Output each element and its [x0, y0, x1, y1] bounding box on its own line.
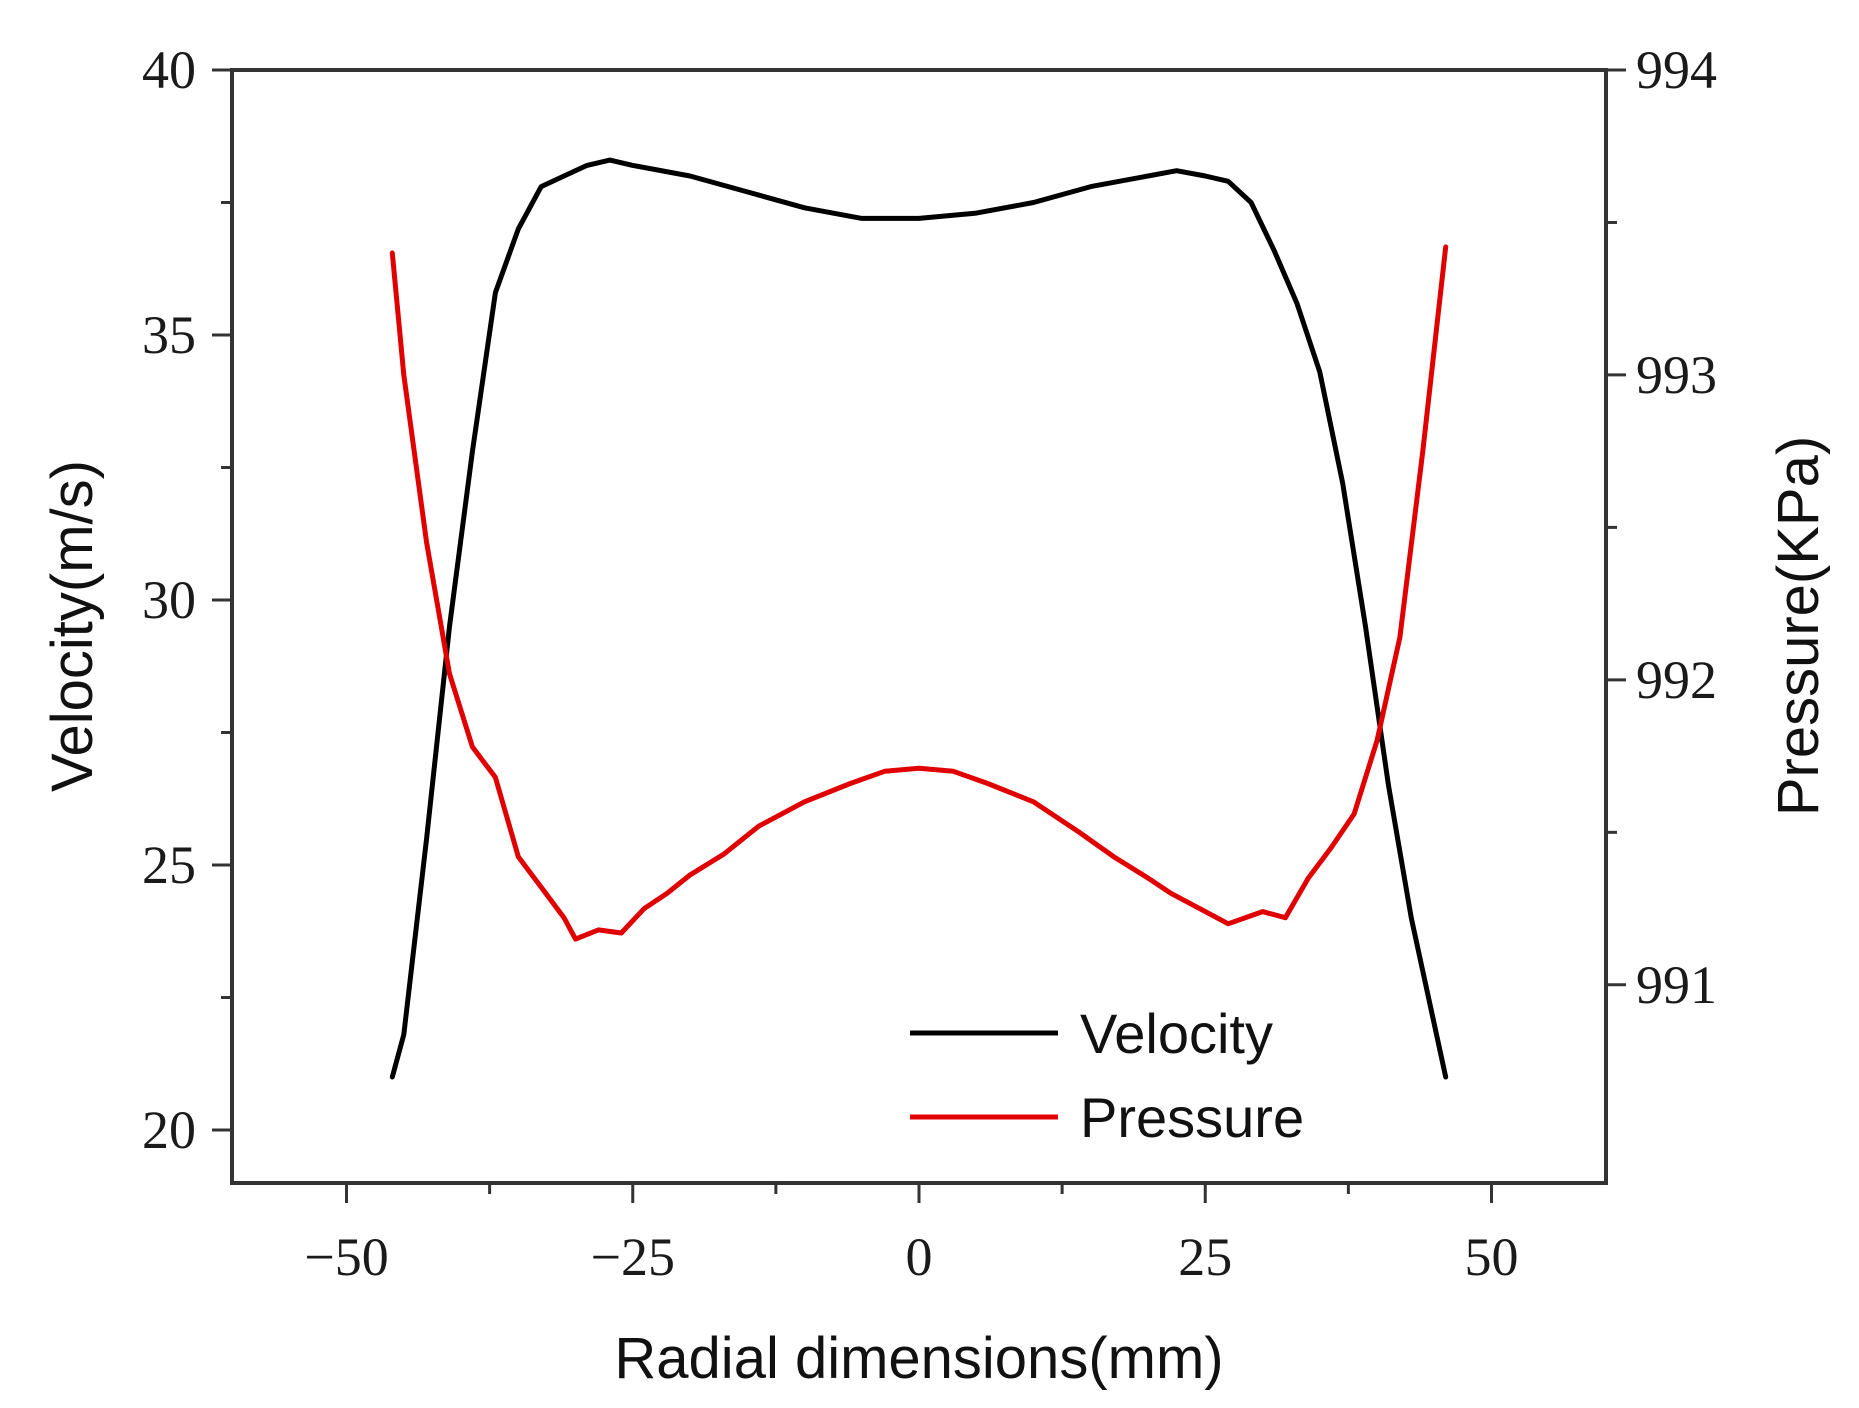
x-tick-label: −25 — [591, 1227, 675, 1287]
velocity-line — [389, 157, 1449, 1080]
y2-tick-label: 994 — [1636, 40, 1717, 100]
pressure-line — [389, 244, 1449, 942]
x-tick-label: 25 — [1178, 1227, 1232, 1287]
tick-labels: −50 −25 0 25 50 20 25 30 35 40 991 992 993 994 — [142, 40, 1717, 1287]
x-tick-label: 0 — [906, 1227, 933, 1287]
x-axis-title: Radial dimensions(mm) — [614, 1326, 1223, 1391]
series-lines — [389, 157, 1449, 1080]
y-tick-label: 20 — [142, 1100, 196, 1160]
legend-velocity-label: Velocity — [1080, 1002, 1273, 1065]
y-tick-label: 35 — [142, 305, 196, 365]
legend-pressure-label: Pressure — [1080, 1086, 1304, 1149]
tick-marks — [212, 68, 1626, 1203]
y2-tick-label: 991 — [1636, 955, 1717, 1015]
y-axis-title: Velocity(m/s) — [40, 460, 105, 792]
y-tick-label: 25 — [142, 835, 196, 895]
legend: Velocity Pressure — [910, 1002, 1304, 1149]
y-tick-label: 40 — [142, 40, 196, 100]
x-tick-label: 50 — [1465, 1227, 1519, 1287]
x-tick-label: −50 — [304, 1227, 388, 1287]
y2-tick-label: 993 — [1636, 345, 1717, 405]
y2-tick-label: 992 — [1636, 650, 1717, 710]
y2-axis-title: Pressure(KPa) — [1766, 436, 1831, 816]
y-tick-label: 30 — [142, 570, 196, 630]
